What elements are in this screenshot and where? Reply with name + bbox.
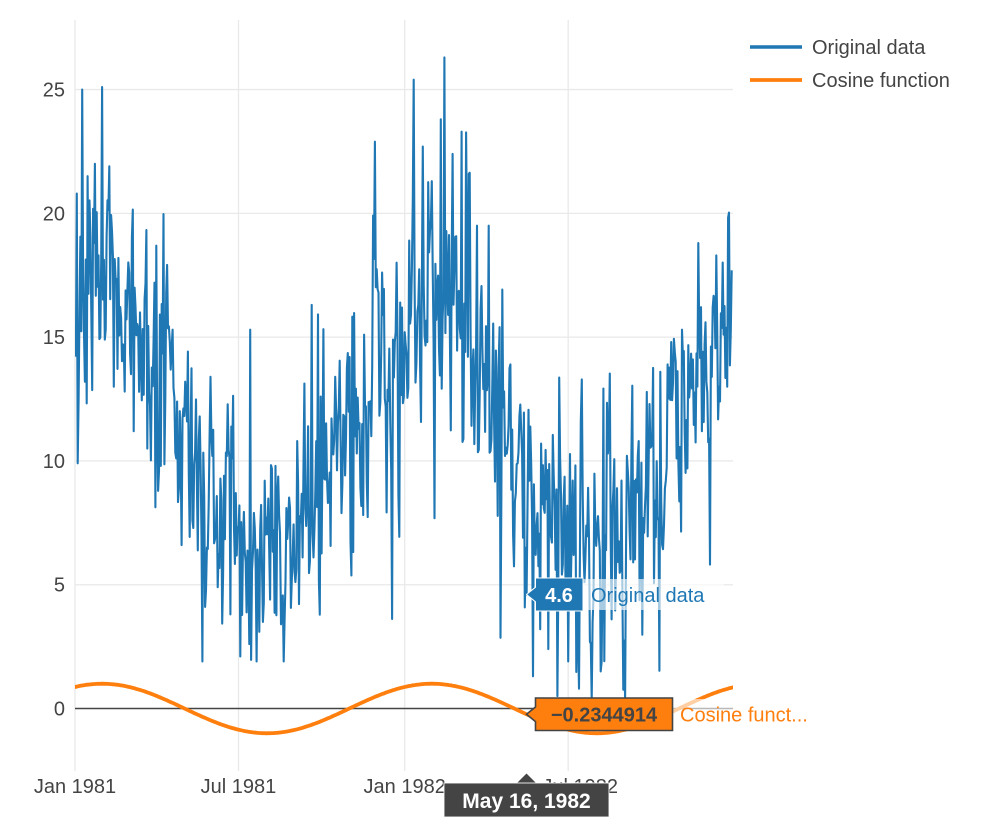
hover-series-name: Cosine funct... (680, 705, 808, 727)
y-tick-label: 25 (43, 80, 65, 102)
hover-series-name: Original data (591, 585, 705, 607)
x-tick-label: Jan 1982 (364, 776, 446, 798)
legend-label: Cosine function (812, 70, 950, 92)
hover-name-bg (672, 699, 834, 730)
legend-item-original-data[interactable]: Original data (750, 37, 926, 59)
hover-name-bg (583, 579, 724, 610)
legend-item-cosine-function[interactable]: Cosine function (750, 70, 950, 92)
axis-hover-text: May 16, 1982 (462, 790, 590, 813)
axis-hover-box (443, 782, 610, 818)
hover-value-box (525, 697, 674, 732)
x-tick-label: Jan 1981 (34, 776, 116, 798)
y-tick-label: 10 (43, 451, 65, 473)
y-tick-label: 15 (43, 327, 65, 349)
hover-label-cosine-function: −0.2344914 Cosine funct... (525, 697, 834, 732)
hover-value-text: −0.2344914 (551, 705, 658, 727)
series-original-data[interactable] (75, 56, 733, 701)
hover-label-original-data: 4.6 Original data (525, 577, 724, 612)
hover-value-text: 4.6 (545, 585, 573, 607)
y-tick-label: 5 (54, 575, 65, 597)
axis-hover-label: May 16, 1982 (443, 773, 610, 818)
legend: Original data Cosine function (750, 37, 950, 92)
y-tick-label: 20 (43, 203, 65, 225)
axis-hover-caret (516, 773, 537, 784)
hover-value-box (525, 577, 584, 612)
x-tick-label: Jul 1981 (201, 776, 277, 798)
y-tick-label: 0 (54, 699, 65, 721)
legend-label: Original data (812, 37, 926, 59)
